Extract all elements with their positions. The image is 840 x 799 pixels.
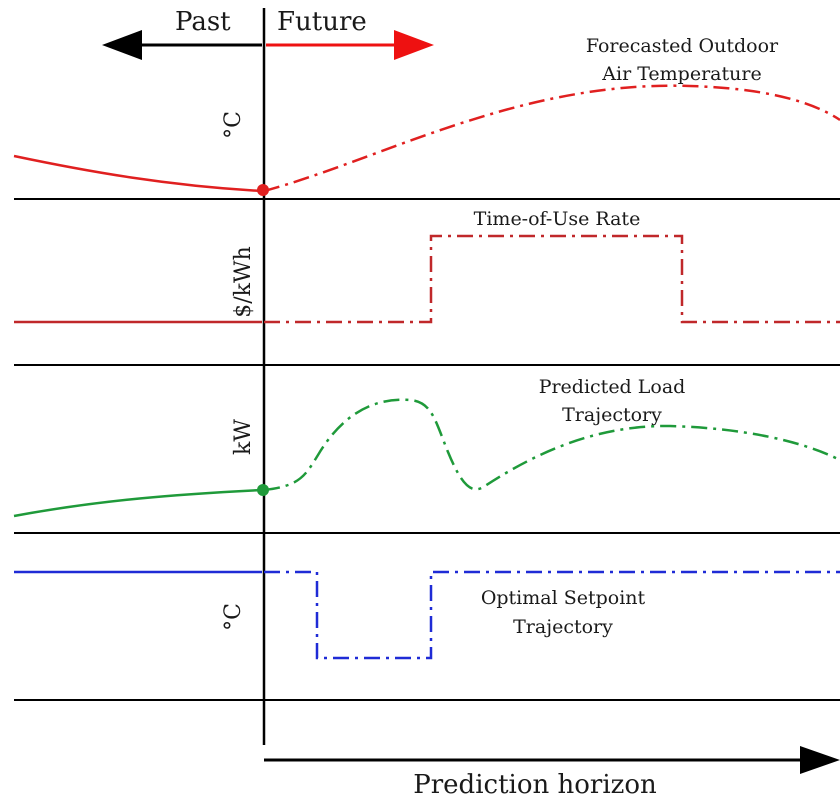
temperature-annotation-line-1: Forecasted Outdoor <box>586 35 779 57</box>
load-forecast-curve <box>263 398 840 492</box>
past-arrow <box>102 30 262 60</box>
prediction-horizon-arrow <box>264 746 840 774</box>
load-past-curve <box>13 488 263 518</box>
past-label: Past <box>175 7 231 37</box>
temperature-forecast-curve <box>263 84 840 193</box>
load-annotation-line-2: Trajectory <box>562 404 662 426</box>
prediction-horizon-label: Prediction horizon <box>413 770 657 799</box>
temperature-current-point <box>257 184 269 196</box>
future-arrow <box>266 30 434 60</box>
rate-annotation: Time-of-Use Rate <box>474 208 641 230</box>
future-label: Future <box>277 7 367 37</box>
temperature-past-curve <box>13 154 263 193</box>
setpoint-annotation-line-2: Trajectory <box>513 616 613 638</box>
rate-forecast-line <box>264 234 840 324</box>
setpoint-annotation-line-1: Optimal Setpoint <box>481 587 646 609</box>
setpoint-unit-label: °C <box>221 603 246 631</box>
load-unit-label: kW <box>231 419 256 455</box>
rate-unit-label: $/kWh <box>231 246 256 318</box>
temperature-annotation-line-2: Air Temperature <box>601 63 761 85</box>
load-annotation-line-1: Predicted Load <box>539 376 686 398</box>
setpoint-optimal-line <box>264 570 840 660</box>
temperature-unit-label: °C <box>221 111 246 139</box>
load-current-point <box>257 484 269 496</box>
